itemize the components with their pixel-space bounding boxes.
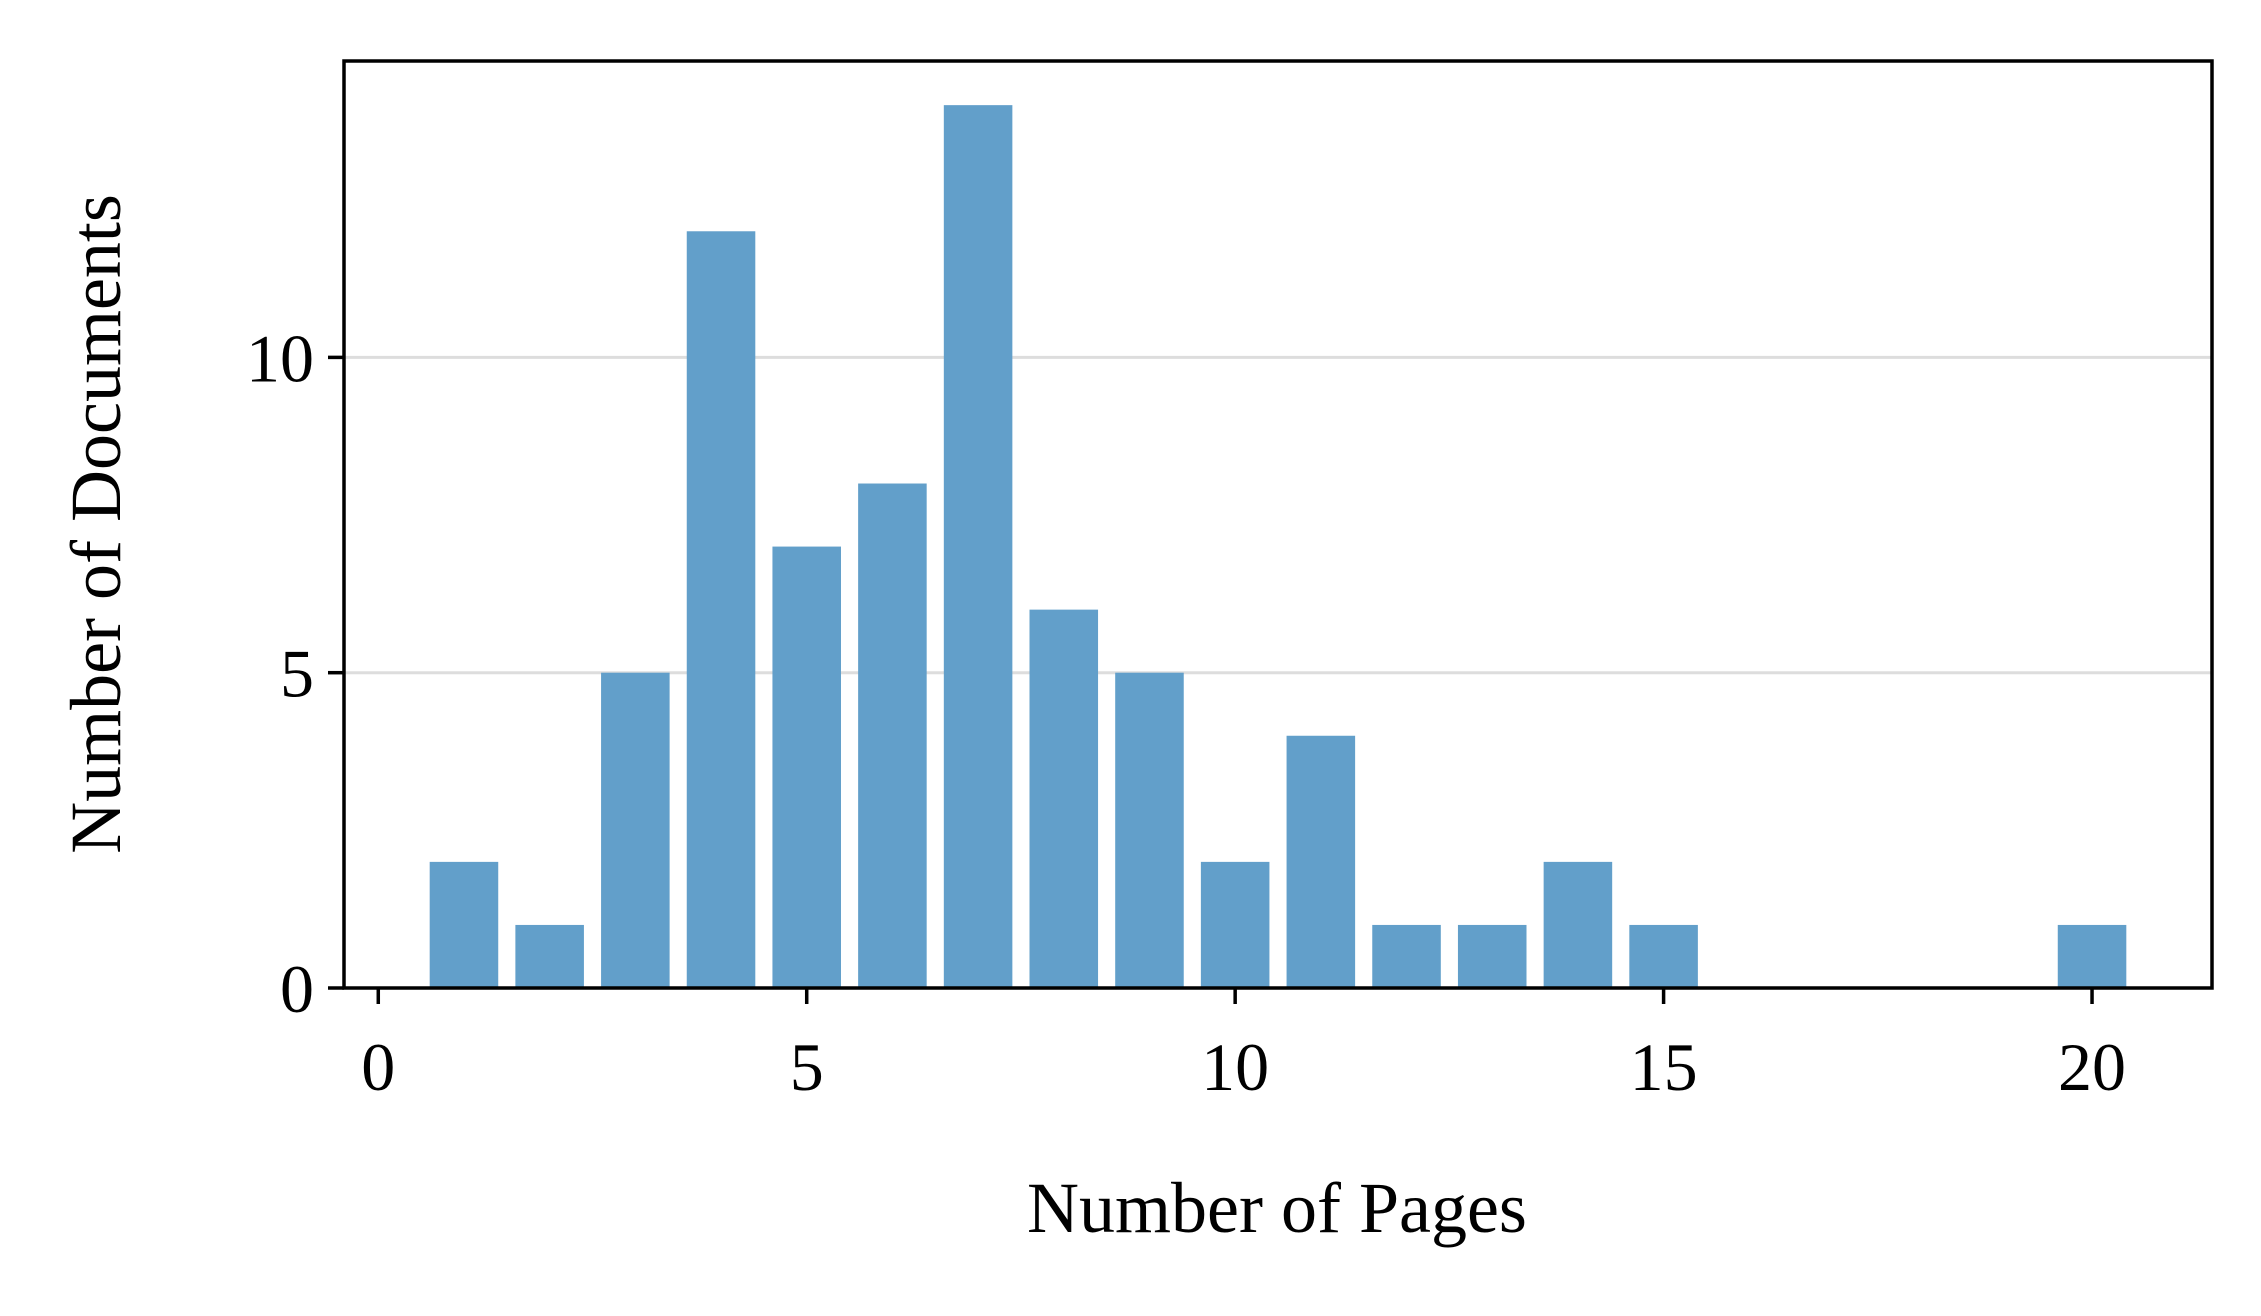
x-tick-label: 10 — [1201, 1029, 1269, 1105]
bar — [1200, 861, 1270, 988]
plot-frame — [342, 59, 2214, 990]
bar — [943, 105, 1013, 988]
x-axis-label: Number of Pages — [1027, 1168, 1527, 1248]
bars — [429, 105, 2127, 988]
bar — [515, 924, 584, 988]
bar — [1629, 924, 1698, 988]
y-axis-ticks: 0 5 10 — [246, 320, 344, 1027]
bar — [858, 483, 927, 988]
bar — [1029, 609, 1099, 988]
bar — [2057, 924, 2127, 988]
x-tick-label: 5 — [790, 1029, 824, 1105]
bar — [1286, 735, 1356, 988]
y-tick-label: 0 — [280, 951, 314, 1027]
x-tick-label: 15 — [1630, 1029, 1698, 1105]
bar — [1115, 672, 1184, 988]
y-tick-label: 5 — [280, 636, 314, 712]
bar — [429, 861, 499, 988]
x-axis-ticks: 0 5 10 15 20 — [361, 988, 2126, 1105]
x-tick-label: 20 — [2058, 1029, 2126, 1105]
x-tick-label: 0 — [361, 1029, 395, 1105]
gridlines — [344, 355, 2212, 675]
bar — [1543, 861, 1613, 988]
y-tick-label: 10 — [246, 320, 314, 396]
bar — [686, 231, 756, 988]
bar — [601, 672, 670, 988]
bar — [1457, 924, 1527, 988]
bar — [772, 546, 841, 988]
y-axis-label: Number of Documents — [56, 194, 136, 854]
bar — [1372, 924, 1441, 988]
